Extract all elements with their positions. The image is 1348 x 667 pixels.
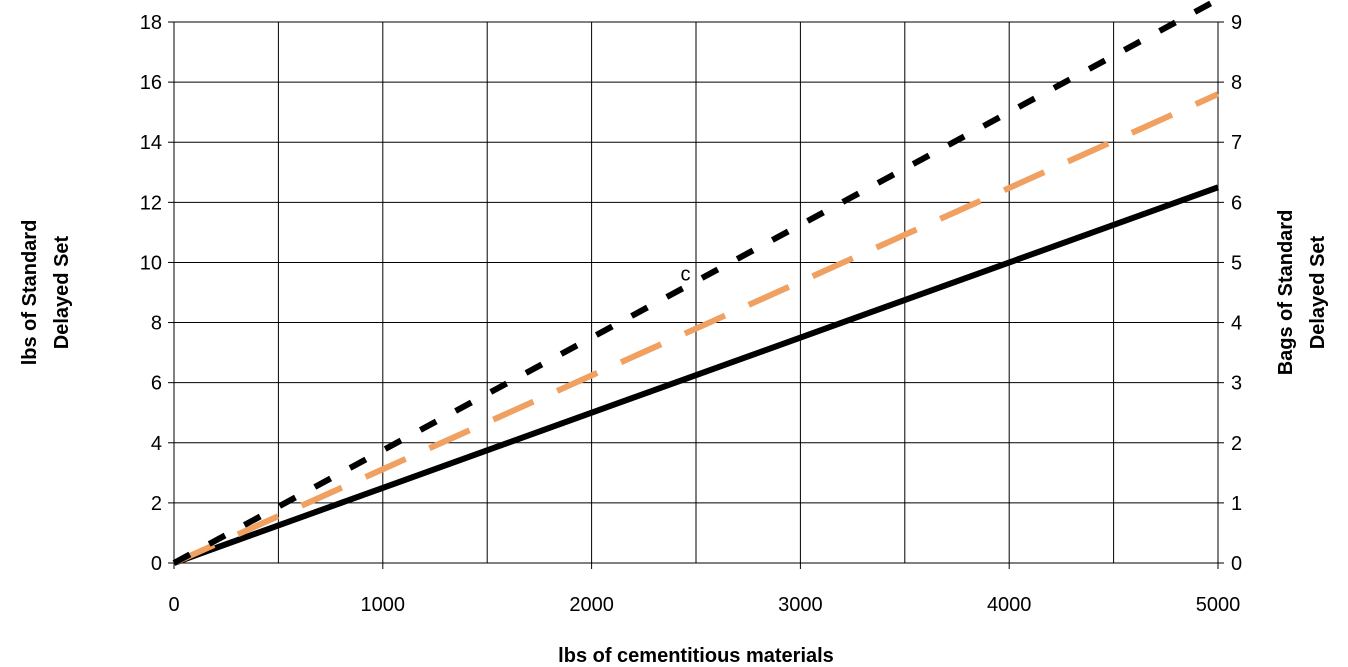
x-tick-label: 1000 [361, 594, 406, 616]
series-line-1 [172, 184, 1220, 566]
y-left-tick-label: 16 [140, 72, 162, 94]
x-tick-label: 3000 [778, 594, 823, 616]
tick-labels: 0 1000 2000 3000 4000 50000246810121416180123… [140, 12, 1242, 616]
x-tick-label: 5000 [1196, 594, 1241, 616]
y-axis-title-left-line1: lbs of Standard [19, 220, 41, 366]
y-right-tick-label: 4 [1231, 313, 1242, 335]
y-left-tick-label: 0 [151, 553, 162, 575]
y-right-tick-label: 7 [1231, 132, 1242, 154]
y-right-tick-label: 3 [1231, 373, 1242, 395]
axis-titles: lbs of cementitious materials lbs of Sta… [19, 210, 1329, 667]
series-line-2 [172, 91, 1220, 566]
x-axis-title: lbs of cementitious materials [558, 645, 834, 667]
series-group [172, 0, 1220, 566]
y-axis-title-left-line2: Delayed Set [51, 235, 73, 349]
y-axis-title-right-line1: Bags of Standard [1275, 210, 1297, 376]
y-right-tick-label: 9 [1231, 12, 1242, 34]
y-left-tick-label: 6 [151, 373, 162, 395]
y-right-tick-label: 0 [1231, 553, 1242, 575]
grid [174, 22, 1218, 563]
y-right-tick-label: 2 [1231, 433, 1242, 455]
y-right-tick-label: 1 [1231, 493, 1242, 515]
y-right-tick-label: 5 [1231, 252, 1242, 274]
y-left-tick-label: 14 [140, 132, 162, 154]
y-right-tick-label: 6 [1231, 192, 1242, 214]
y-right-tick-label: 8 [1231, 72, 1242, 94]
y-left-tick-label: 4 [151, 433, 162, 455]
annotation-label: c [681, 263, 691, 285]
y-axis-title-right-line2: Delayed Set [1307, 235, 1329, 349]
plot-frame [173, 21, 1219, 564]
y-left-tick-label: 2 [151, 493, 162, 515]
y-left-tick-label: 18 [140, 12, 162, 34]
x-tick-label: 2000 [569, 594, 614, 616]
y-left-tick-label: 10 [140, 252, 162, 274]
y-left-tick-label: 12 [140, 192, 162, 214]
annotations: c [681, 263, 691, 285]
x-tick-label: 4000 [987, 594, 1032, 616]
y-left-tick-label: 8 [151, 313, 162, 335]
x-tick-label: 0 [168, 594, 179, 616]
